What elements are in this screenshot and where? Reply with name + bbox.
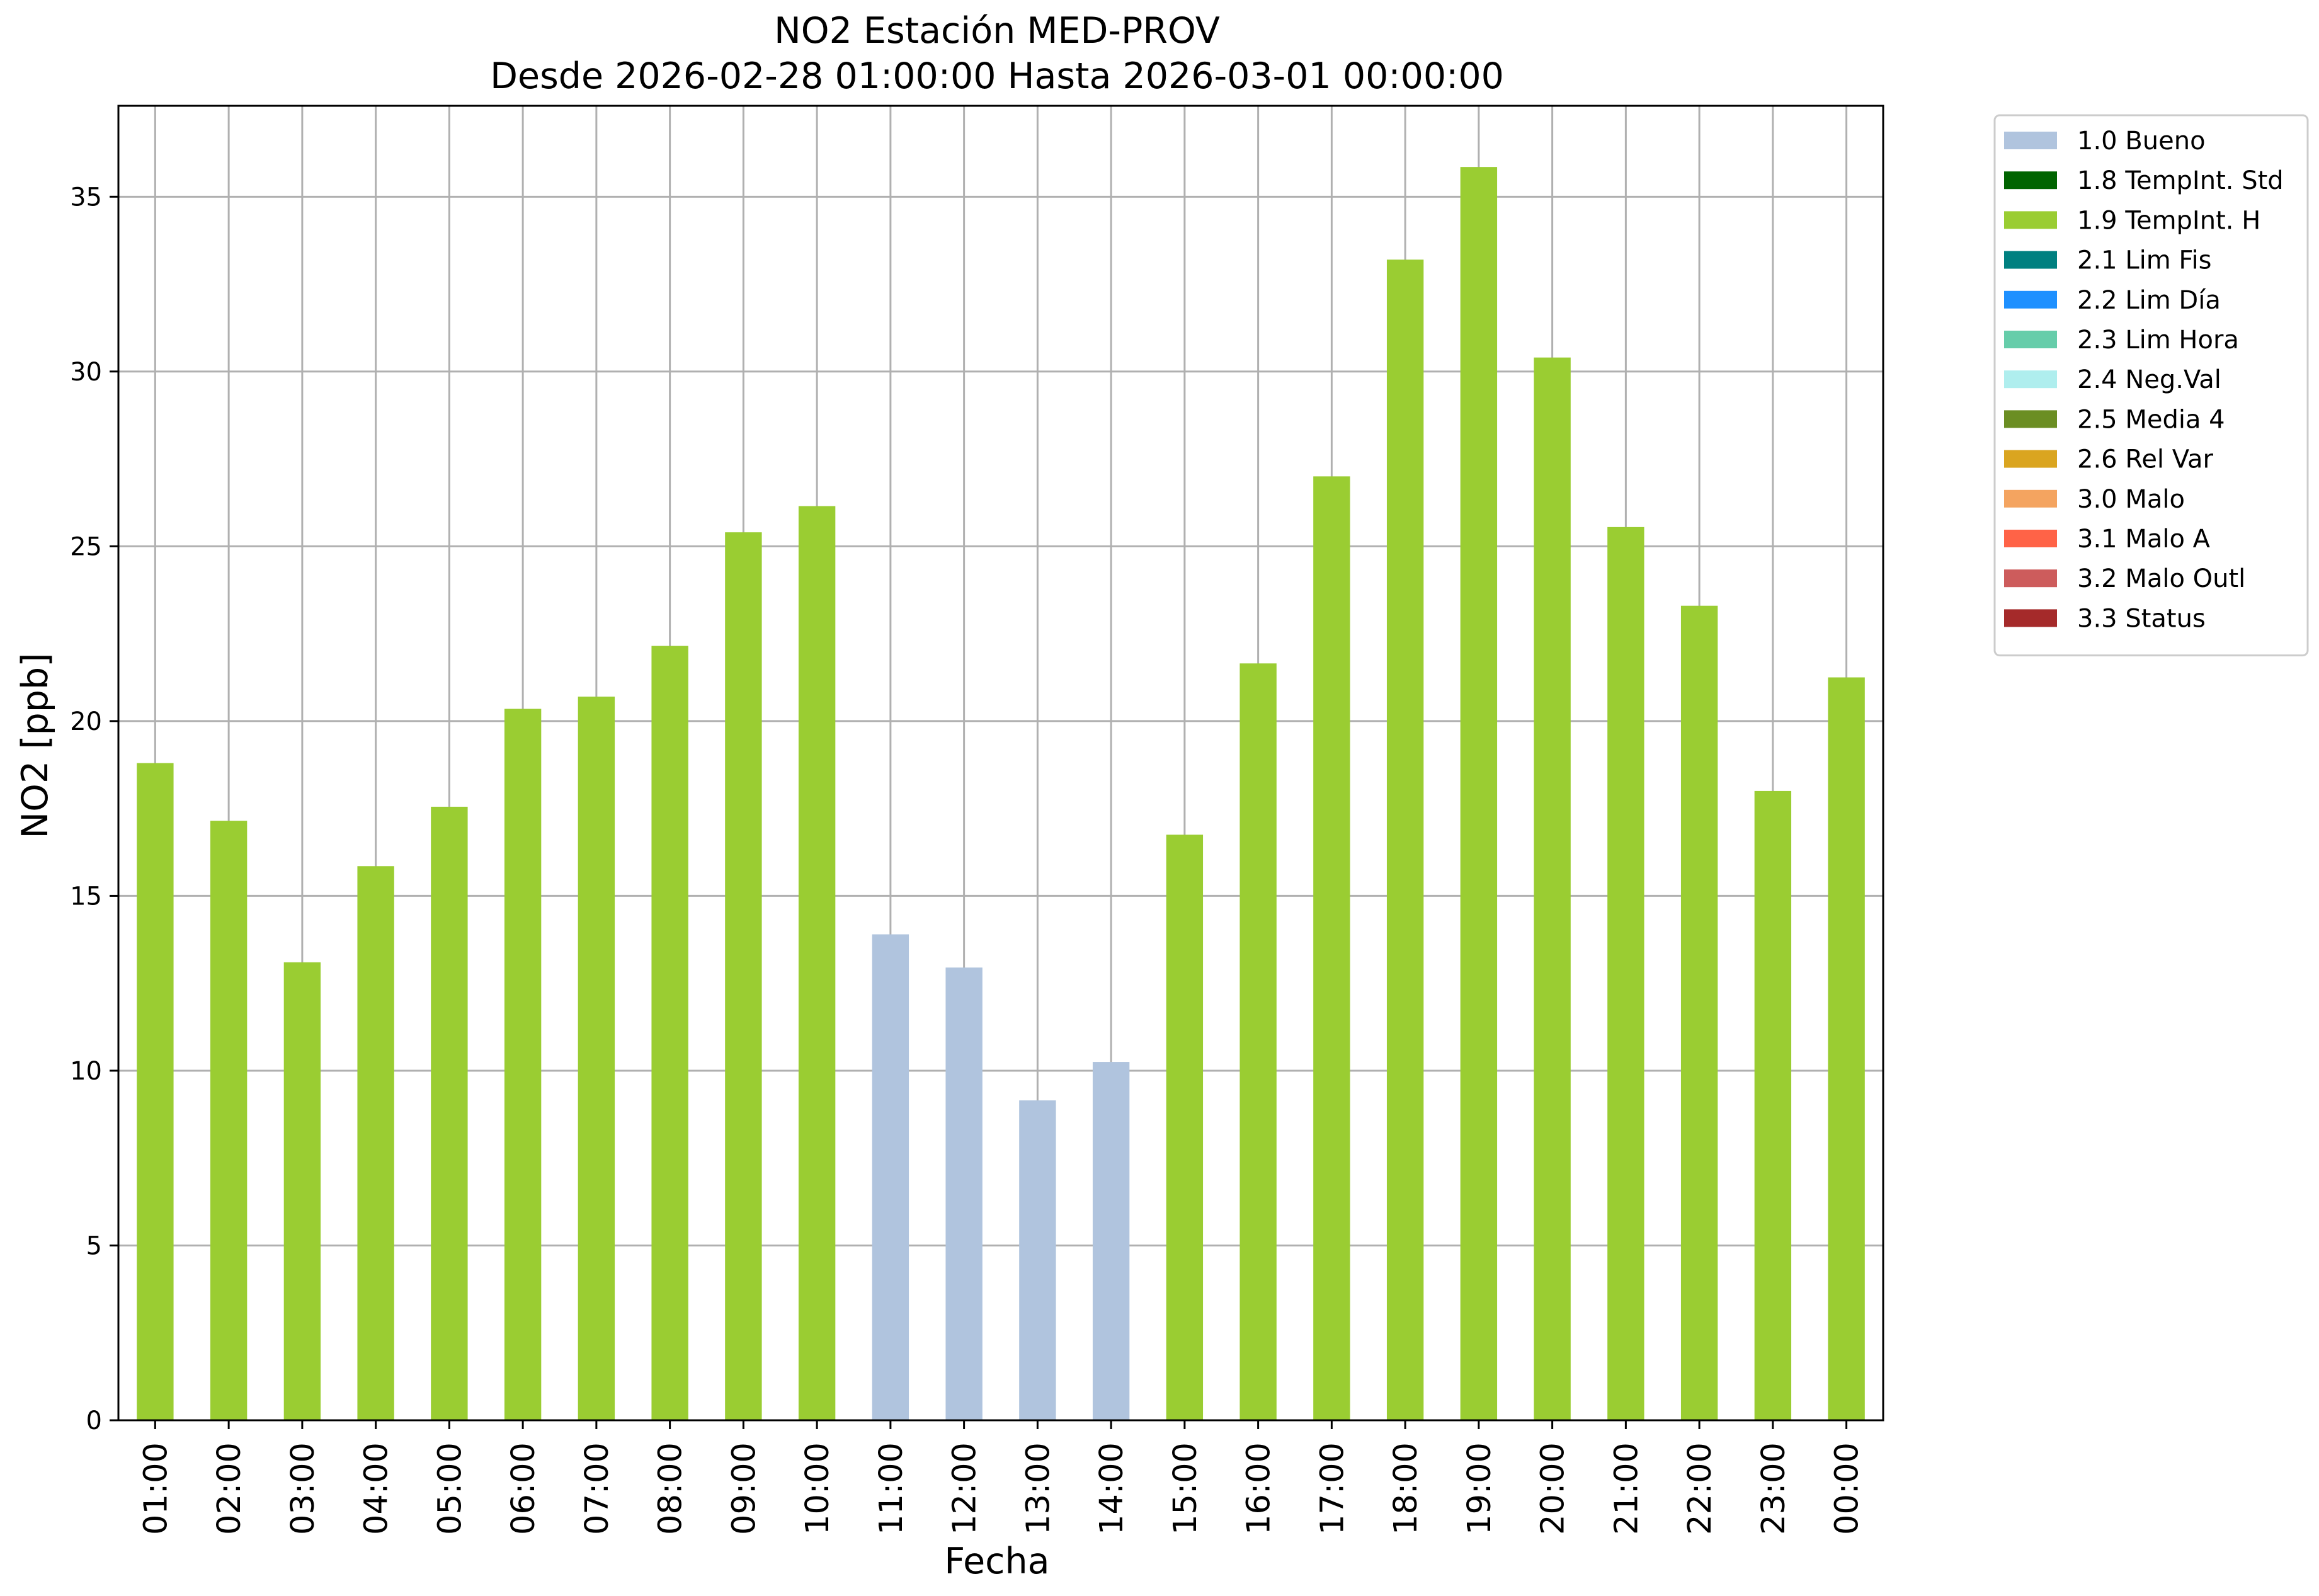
legend-swatch — [2004, 370, 2057, 389]
x-tick-label: 23:00 — [1755, 1442, 1792, 1535]
legend-swatch — [2004, 331, 2057, 348]
bar-02:00 — [210, 821, 248, 1420]
bar-07:00 — [578, 697, 615, 1420]
bar-13:00 — [1019, 1100, 1056, 1420]
y-tick-label: 25 — [70, 532, 102, 561]
x-tick-label: 05:00 — [431, 1442, 469, 1535]
bar-10:00 — [798, 506, 836, 1420]
plot-background — [118, 106, 1883, 1420]
bar-23:00 — [1754, 790, 1792, 1420]
x-tick-label: 09:00 — [726, 1442, 763, 1535]
legend-swatch — [2004, 569, 2057, 588]
x-tick-label: 06:00 — [505, 1442, 542, 1535]
legend-swatch — [2004, 530, 2057, 547]
x-tick-label: 02:00 — [211, 1442, 248, 1535]
bars — [137, 167, 1865, 1421]
legend-swatch — [2004, 132, 2057, 149]
legend-label: 2.6 Rel Var — [2077, 445, 2214, 474]
legend-swatch — [2004, 290, 2057, 309]
legend-label: 3.3 Status — [2077, 604, 2206, 633]
legend-label: 1.8 TempInt. Std — [2077, 166, 2284, 195]
y-tick-label: 35 — [70, 183, 102, 212]
x-tick-label: 12:00 — [947, 1442, 984, 1535]
bar-04:00 — [357, 866, 394, 1420]
y-tick-label: 10 — [70, 1057, 102, 1086]
bar-08:00 — [651, 646, 688, 1420]
x-tick-label: 07:00 — [579, 1442, 616, 1535]
y-axis-label: NO2 [ppb] — [14, 653, 56, 839]
y-axis-ticks: 0 5 10 15 20 25 30 35 — [70, 183, 118, 1435]
bar-19:00 — [1460, 167, 1498, 1421]
legend-label: 3.0 Malo — [2077, 485, 2185, 514]
bar-15:00 — [1166, 835, 1204, 1420]
x-tick-label: 10:00 — [799, 1442, 836, 1535]
x-tick-label: 20:00 — [1535, 1442, 1572, 1535]
legend-label: 2.2 Lim Día — [2077, 286, 2221, 315]
bar-01:00 — [137, 763, 174, 1420]
chart-title: NO2 Estación MED-PROV — [774, 10, 1220, 52]
bar-22:00 — [1680, 605, 1718, 1420]
bar-20:00 — [1534, 357, 1571, 1420]
x-tick-label: 15:00 — [1167, 1442, 1204, 1535]
bar-12:00 — [945, 967, 983, 1420]
bar-17:00 — [1313, 476, 1350, 1420]
bar-09:00 — [725, 532, 762, 1420]
legend-swatch — [2004, 489, 2057, 508]
bar-06:00 — [504, 709, 542, 1420]
legend-label: 3.2 Malo Outl — [2077, 564, 2245, 593]
bar-05:00 — [431, 806, 468, 1420]
legend-label: 1.0 Bueno — [2077, 127, 2206, 156]
x-tick-label: 14:00 — [1093, 1442, 1131, 1535]
legend-swatch — [2004, 211, 2057, 229]
y-tick-label: 15 — [70, 882, 102, 911]
x-tick-label: 01:00 — [137, 1442, 174, 1535]
y-tick-label: 0 — [86, 1406, 102, 1435]
legend-swatch — [2004, 171, 2057, 190]
bar-21:00 — [1607, 527, 1644, 1420]
x-tick-label: 16:00 — [1241, 1442, 1278, 1535]
x-axis-label: Fecha — [944, 1541, 1049, 1582]
y-tick-label: 5 — [86, 1231, 102, 1260]
bar-16:00 — [1239, 663, 1277, 1420]
x-tick-label: 11:00 — [873, 1442, 910, 1535]
y-tick-label: 30 — [70, 358, 102, 387]
x-tick-label: 04:00 — [358, 1442, 396, 1535]
axes-frame — [117, 105, 1884, 1422]
chart-subtitle: Desde 2026-02-28 01:00:00 Hasta 2026-03-… — [490, 55, 1504, 97]
x-tick-label: 19:00 — [1461, 1442, 1498, 1535]
legend-label: 2.5 Media 4 — [2077, 405, 2225, 434]
legend: 1.0 Bueno 1.8 TempInt. Std 1.9 TempInt. H 2… — [1993, 114, 2309, 657]
x-tick-label: 17:00 — [1314, 1442, 1351, 1535]
x-tick-label: 13:00 — [1020, 1442, 1057, 1535]
y-tick-label: 20 — [70, 707, 102, 736]
x-tick-label: 22:00 — [1682, 1442, 1719, 1535]
bar-00:00 — [1828, 677, 1865, 1420]
bar-03:00 — [283, 962, 321, 1420]
plot-frame — [117, 105, 1884, 1422]
legend-swatch — [2004, 410, 2057, 428]
legend-label: 2.4 Neg.Val — [2077, 365, 2221, 394]
bar-11:00 — [872, 934, 909, 1420]
bar-14:00 — [1092, 1062, 1130, 1420]
x-tick-label: 21:00 — [1608, 1442, 1645, 1535]
x-tick-label: 18:00 — [1387, 1442, 1425, 1535]
x-tick-label: 08:00 — [652, 1442, 690, 1535]
legend-label: 2.1 Lim Fis — [2077, 246, 2211, 275]
legend-label: 3.1 Malo A — [2077, 525, 2211, 554]
bar-18:00 — [1386, 259, 1424, 1421]
x-tick-label: 00:00 — [1829, 1442, 1866, 1535]
legend-label: 1.9 TempInt. H — [2077, 206, 2260, 235]
legend-swatch — [2004, 251, 2057, 269]
x-axis-ticks: 01:00 02:00 03:00 04:00 05:00 06:00 07:00 08:00… — [137, 1420, 1866, 1535]
legend-swatch — [2004, 450, 2057, 468]
plot-area — [118, 106, 1883, 1420]
legend-box — [1993, 114, 2309, 657]
x-tick-label: 03:00 — [285, 1442, 322, 1535]
legend-label: 2.3 Lim Hora — [2077, 326, 2239, 355]
legend-swatch — [2004, 609, 2057, 627]
